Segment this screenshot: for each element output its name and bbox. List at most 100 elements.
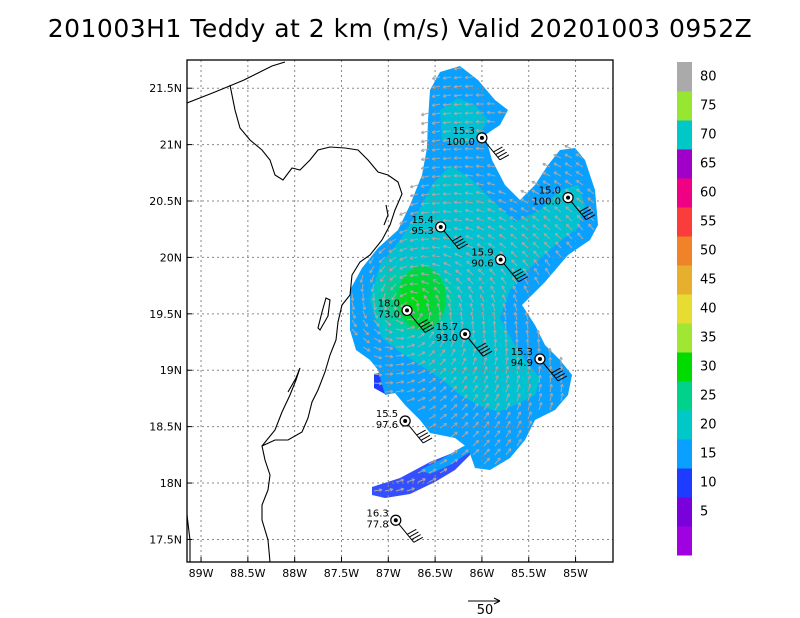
wind-arrow xyxy=(516,393,521,402)
wind-arrow xyxy=(521,216,529,222)
wind-arrow xyxy=(461,403,468,411)
wind-arrowhead xyxy=(499,242,503,247)
wind-arrowhead xyxy=(549,383,553,388)
wind-arrow xyxy=(523,285,529,294)
wind-arrowhead xyxy=(422,469,426,473)
wind-arrowhead xyxy=(491,303,496,307)
lat-lon-grid xyxy=(187,60,613,562)
wind-arrow xyxy=(373,382,383,385)
wind-arrowhead xyxy=(518,429,522,434)
wind-arrowhead xyxy=(439,320,444,325)
wind-arrow xyxy=(428,340,435,348)
wind-arrow xyxy=(494,430,501,438)
wind-barb-flag xyxy=(416,429,426,436)
wind-arrowhead xyxy=(490,294,495,298)
wind-arrow xyxy=(406,353,415,357)
wind-arrow xyxy=(491,294,496,303)
wind-arrowhead xyxy=(431,236,435,241)
wind-arrowhead xyxy=(422,378,426,383)
wind-arrow xyxy=(499,242,507,249)
wind-arrowhead xyxy=(502,303,507,307)
wind-arrow xyxy=(454,67,463,70)
wind-arrow xyxy=(554,215,562,222)
wind-arrowhead xyxy=(420,193,425,197)
wind-arrowhead xyxy=(504,338,509,342)
wind-arrowhead xyxy=(454,252,458,257)
wind-arrowhead xyxy=(482,338,487,343)
y-tick-label: 18.5N xyxy=(149,421,182,434)
wind-arrow xyxy=(492,303,496,312)
wind-arrowhead xyxy=(448,311,453,315)
wind-arrowhead xyxy=(537,365,542,370)
wind-arrowhead xyxy=(474,375,478,380)
colorbar-label: 15 xyxy=(700,447,717,462)
wind-arrowhead xyxy=(443,386,447,390)
y-tick-label: 21N xyxy=(160,139,182,152)
colorbar-label: 30 xyxy=(700,360,717,375)
x-tick-label: 86.5W xyxy=(417,567,452,580)
wind-arrow xyxy=(456,286,463,294)
wind-arrowhead xyxy=(374,315,379,319)
wind-arrowhead xyxy=(554,215,558,219)
wind-arrow xyxy=(439,423,447,429)
colorbar-label: 5 xyxy=(700,505,708,520)
wind-arrowhead xyxy=(453,191,457,196)
wind-arrow xyxy=(576,215,584,222)
wind-arrowhead xyxy=(443,404,447,409)
wind-arrowhead xyxy=(496,439,501,443)
wind-arrowhead xyxy=(436,302,441,307)
wind-arrowhead xyxy=(431,262,436,267)
wind-arrowhead xyxy=(447,302,452,307)
wind-arrow xyxy=(472,357,477,366)
wind-arrowhead xyxy=(548,374,553,379)
wind-arrow xyxy=(384,319,392,326)
wind-arrow xyxy=(482,320,485,330)
wind-arrow xyxy=(489,277,496,285)
dropsonde: 15.990.6 xyxy=(471,248,528,283)
wind-arrowhead xyxy=(543,206,547,211)
wind-arrowhead xyxy=(454,458,458,463)
wind-arrowhead xyxy=(399,257,403,261)
wind-arrowhead xyxy=(465,235,469,239)
wind-arrowhead xyxy=(542,189,547,193)
wind-arrow xyxy=(417,397,426,402)
wind-arrow xyxy=(351,319,357,328)
wind-arrowhead xyxy=(475,439,480,444)
wind-barb-flag xyxy=(557,375,568,382)
wind-arrowhead xyxy=(522,268,527,272)
wind-arrow xyxy=(575,153,584,159)
wind-arrow xyxy=(480,294,485,303)
wind-arrowhead xyxy=(443,459,448,463)
wind-arrowhead xyxy=(477,260,481,264)
wind-arrow xyxy=(522,250,529,258)
wind-arrowhead xyxy=(462,357,467,361)
wind-arrow xyxy=(464,85,474,88)
wind-arrowhead xyxy=(460,320,465,324)
wind-arrowhead xyxy=(401,353,405,358)
wind-arrow xyxy=(512,276,518,285)
wind-arrowhead xyxy=(420,202,425,206)
colorbar-swatch xyxy=(677,178,692,208)
wind-arrowhead xyxy=(496,402,500,407)
wind-arrow xyxy=(461,339,465,348)
wind-arrow xyxy=(490,285,496,294)
wind-arrowhead xyxy=(442,192,446,196)
wind-arrow xyxy=(511,259,518,267)
wind-arrowhead xyxy=(454,261,459,265)
wind-arrow xyxy=(421,112,430,116)
wind-arrow xyxy=(439,367,446,375)
wind-arrow xyxy=(544,250,551,258)
wind-arrowhead xyxy=(350,298,355,302)
wind-arrow xyxy=(469,294,474,303)
wind-arrowhead xyxy=(450,329,455,334)
wind-arrow xyxy=(510,251,518,258)
wind-arrowhead xyxy=(464,120,468,124)
wind-arrow xyxy=(475,147,485,150)
wind-arrowhead xyxy=(533,250,537,255)
wind-arrow xyxy=(472,439,480,447)
wind-arrowhead xyxy=(485,421,490,425)
wind-arrowhead xyxy=(442,120,447,125)
wind-arrowhead xyxy=(442,218,446,223)
wind-arrow xyxy=(464,165,474,168)
wind-arrowhead xyxy=(486,190,491,195)
